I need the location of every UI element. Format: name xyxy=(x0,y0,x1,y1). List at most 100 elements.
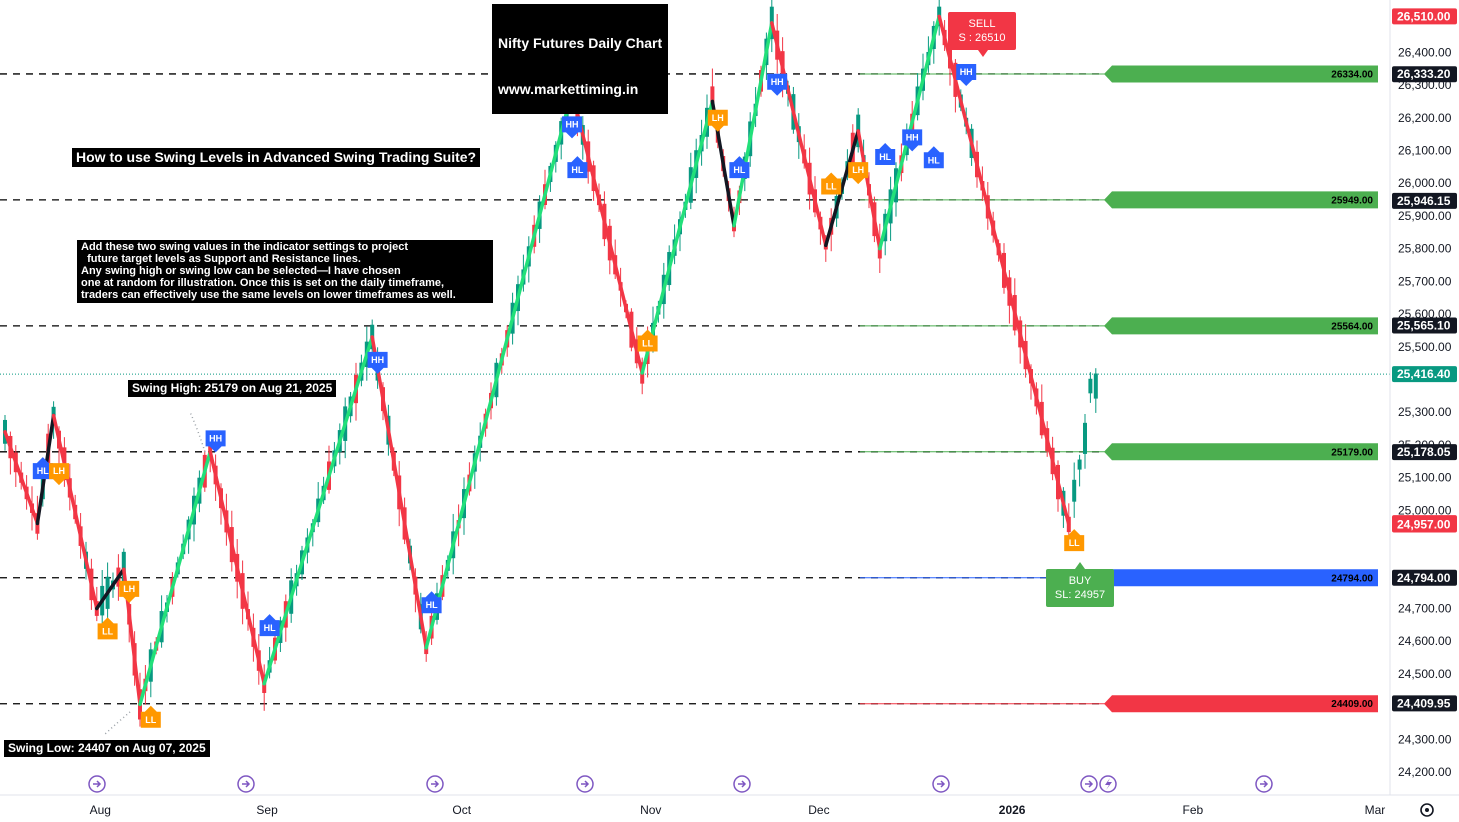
swing-marker-lh: LH xyxy=(119,580,140,603)
swing-marker-ll: LL xyxy=(637,329,658,352)
candle xyxy=(1077,454,1082,487)
marker-shape xyxy=(567,156,588,179)
marker-shape xyxy=(205,430,226,453)
marker-shape xyxy=(875,143,896,166)
zigzag-segment xyxy=(370,335,428,650)
swing-marker-ll: LL xyxy=(97,617,118,640)
session-break-icon-arrow xyxy=(431,780,440,788)
session-break-icon[interactable] xyxy=(1080,775,1098,793)
marker-label: HH xyxy=(960,67,973,77)
price-tag xyxy=(1392,366,1457,383)
session-break-icon-ring xyxy=(733,775,751,793)
candle xyxy=(1088,372,1093,403)
marker-shape xyxy=(140,705,161,728)
time-axis: Aug Sep Oct Nov Dec 2026 Feb Mar xyxy=(0,775,1459,817)
marker-shape xyxy=(707,109,728,132)
price-tick-label: 25,800.00 xyxy=(1398,242,1452,256)
marker-shape xyxy=(767,73,788,96)
settings-gear-icon[interactable] xyxy=(1420,803,1434,817)
marker-label: LL xyxy=(145,715,156,725)
price-tag-label: 24,957.00 xyxy=(1397,517,1451,531)
zigzag-segment xyxy=(732,21,774,228)
price-tick-label: 25,100.00 xyxy=(1398,471,1452,485)
sell-signal-box xyxy=(948,12,1016,50)
marker-shape xyxy=(902,129,923,152)
session-break-icon-arrow xyxy=(937,780,946,788)
session-break-icon-ring xyxy=(88,775,106,793)
sell-signal-title: SELL xyxy=(969,18,996,30)
level-bar xyxy=(1104,191,1378,209)
price-tag-label: 25,178.05 xyxy=(1397,445,1451,459)
marker-shape xyxy=(97,617,118,640)
session-break-icon-arrow xyxy=(1085,780,1094,788)
session-break-icon-ring xyxy=(1080,775,1098,793)
marker-label: LH xyxy=(53,466,65,476)
swing-marker-lh: LH xyxy=(848,162,869,185)
price-tick-label: 25,700.00 xyxy=(1398,274,1452,288)
price-tag xyxy=(1392,66,1457,83)
zigzag-segment xyxy=(208,450,266,686)
marker-label: HH xyxy=(566,119,579,129)
swing-marker-lh: LH xyxy=(707,109,728,132)
time-tick-label: 2026 xyxy=(999,803,1026,817)
buy-signal-pointer xyxy=(1075,562,1085,569)
price-axis-bg xyxy=(1390,0,1459,822)
buy-signal-title: BUY xyxy=(1069,575,1092,587)
session-break-icon[interactable] xyxy=(932,775,950,793)
price-tag xyxy=(1392,444,1457,461)
zigzag-lines xyxy=(3,14,1071,707)
buy-signal-box xyxy=(1046,569,1114,607)
zigzag-segment xyxy=(640,99,715,375)
time-tick-label: Oct xyxy=(452,803,471,817)
level-bar xyxy=(1104,443,1378,461)
time-tick-label: Aug xyxy=(90,803,111,817)
sell-signal: SELL S : 26510 xyxy=(948,12,1016,57)
marker-label: LH xyxy=(123,584,135,594)
session-break-icon[interactable] xyxy=(237,775,255,793)
swing-levels: 26334.00 25949.00 25564.00 25179.00 24794.00… xyxy=(860,65,1378,713)
marker-shape xyxy=(562,116,582,139)
session-break-icon-ring xyxy=(237,775,255,793)
marker-label: HH xyxy=(209,433,222,443)
session-break-icon[interactable] xyxy=(88,775,106,793)
swing-marker-ll: LL xyxy=(821,172,842,195)
instruction-note: Add these two swing values in the indica… xyxy=(77,240,493,304)
time-tick-label: Dec xyxy=(808,803,829,817)
swing-marker-hl: HL xyxy=(923,146,944,169)
swing-marker-hl: HL xyxy=(259,614,280,637)
level-bar xyxy=(1104,65,1378,83)
session-break-icon[interactable] xyxy=(733,775,751,793)
marker-shape xyxy=(637,329,658,352)
level-value: 24794.00 xyxy=(1331,573,1373,584)
price-tick-label: 25,000.00 xyxy=(1398,503,1452,517)
zigzag-segment xyxy=(51,413,99,611)
swing-marker-hl: HL xyxy=(875,143,896,166)
buy-signal: BUY SL: 24957 xyxy=(1046,562,1114,607)
session-break-icon[interactable] xyxy=(576,775,594,793)
session-break-icon-arrow xyxy=(1260,780,1269,788)
candle-body xyxy=(1088,378,1093,394)
candle-body xyxy=(1072,479,1077,502)
marker-label: LH xyxy=(852,165,864,175)
price-tick-label: 24,200.00 xyxy=(1398,765,1452,779)
marker-label: HL xyxy=(426,600,438,610)
time-tick-label: Feb xyxy=(1182,803,1203,817)
marker-label: HL xyxy=(37,466,49,476)
session-break-icon[interactable] xyxy=(1255,775,1273,793)
session-break-icon-ring xyxy=(576,775,594,793)
zigzag-segment xyxy=(937,14,1071,527)
lightning-icon-bolt xyxy=(1105,778,1112,790)
price-tick-label: 26,100.00 xyxy=(1398,143,1452,157)
zigzag-segment xyxy=(262,335,374,686)
lightning-icon[interactable] xyxy=(1099,775,1117,793)
session-break-icon-ring xyxy=(1255,775,1273,793)
session-break-icon[interactable] xyxy=(426,775,444,793)
chart-title: Nifty Futures Daily Chart xyxy=(498,35,663,52)
price-tick-label: 24,500.00 xyxy=(1398,667,1452,681)
price-tick-label: 24,700.00 xyxy=(1398,602,1452,616)
level-bar xyxy=(1104,695,1378,713)
marker-shape xyxy=(956,63,977,86)
swing-marker-hh: HH xyxy=(562,116,582,139)
swing-marker-hh: HH xyxy=(767,73,788,96)
